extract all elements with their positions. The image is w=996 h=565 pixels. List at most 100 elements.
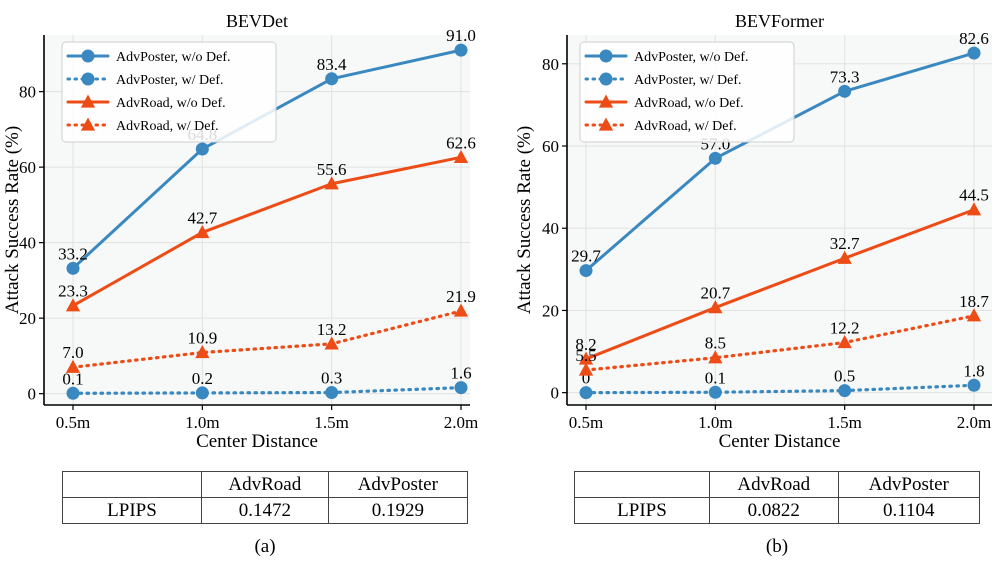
data-label: 33.2 bbox=[58, 244, 88, 263]
x-tick-label: 1.0m bbox=[698, 413, 732, 432]
x-tick-label: 1.5m bbox=[314, 413, 348, 432]
table-header-advposter: AdvPoster bbox=[837, 471, 981, 498]
y-tick-label: 0 bbox=[28, 385, 37, 404]
lpips-table-b: AdvRoad AdvPoster LPIPS 0.0822 0.1104 bbox=[574, 471, 981, 524]
table-header-row: AdvRoad AdvPoster bbox=[574, 471, 981, 498]
data-label: 62.6 bbox=[446, 133, 476, 152]
data-point-marker bbox=[195, 224, 210, 239]
legend: AdvPoster, w/o Def. AdvPoster, w/ Def. Adv… bbox=[61, 41, 277, 143]
series-line bbox=[71, 155, 463, 308]
data-point-marker bbox=[579, 264, 593, 278]
data-point-marker bbox=[325, 72, 339, 86]
table-header-advposter: AdvPoster bbox=[327, 471, 469, 498]
data-label: 82.6 bbox=[959, 29, 989, 48]
data-label: 44.5 bbox=[959, 186, 989, 205]
data-point-marker bbox=[708, 151, 722, 165]
legend-marker bbox=[598, 117, 614, 131]
x-axis-label: Center Distance bbox=[196, 431, 318, 452]
data-point-marker bbox=[324, 336, 339, 350]
data-label: 42.7 bbox=[187, 208, 217, 227]
data-point-marker bbox=[838, 384, 852, 398]
data-label: 13.2 bbox=[317, 320, 347, 339]
table-row: LPIPS 0.1472 0.1929 bbox=[62, 497, 469, 524]
data-point-marker bbox=[325, 386, 339, 400]
data-point-marker bbox=[837, 250, 852, 264]
legend-label: AdvRoad, w/ Def. bbox=[116, 119, 219, 134]
chart-title: BEVFormer bbox=[735, 11, 824, 31]
table-corner-cell bbox=[574, 471, 710, 498]
caption-a: (a) bbox=[254, 536, 276, 557]
table-metric-label: LPIPS bbox=[62, 497, 202, 524]
data-label: 8.2 bbox=[575, 335, 596, 354]
x-tick-label: 2.0m bbox=[444, 413, 478, 432]
x-tick-label: 0.5m bbox=[569, 413, 603, 432]
data-point-marker bbox=[195, 386, 209, 400]
legend: AdvPoster, w/o Def. AdvPoster, w/ Def. Adv… bbox=[579, 41, 795, 143]
legend-marker bbox=[80, 117, 96, 131]
data-point-marker bbox=[838, 84, 852, 98]
legend-marker bbox=[80, 94, 96, 108]
table-cell-advroad: 0.1472 bbox=[201, 497, 329, 524]
series-2: 0 0.1 0.5 1.8 bbox=[579, 361, 985, 400]
series-line bbox=[71, 386, 463, 395]
data-label: 91.0 bbox=[446, 26, 476, 45]
data-point-marker bbox=[837, 335, 852, 349]
data-label: 8.5 bbox=[705, 334, 726, 353]
x-tick-label: 1.0m bbox=[185, 413, 219, 432]
data-label: 0.1 bbox=[705, 368, 726, 387]
legend-label: AdvPoster, w/ Def. bbox=[116, 73, 224, 88]
legend-label: AdvPoster, w/o Def. bbox=[116, 50, 231, 65]
series-line bbox=[71, 309, 463, 369]
table-cell-advposter: 0.1929 bbox=[327, 497, 469, 524]
series-line bbox=[584, 314, 976, 372]
x-tick-label: 0.5m bbox=[56, 413, 90, 432]
legend-marker bbox=[81, 49, 95, 63]
data-point-marker bbox=[454, 43, 468, 57]
data-point-marker bbox=[66, 261, 80, 275]
data-point-marker bbox=[579, 386, 593, 400]
data-label: 5.5 bbox=[575, 346, 596, 365]
series-line bbox=[584, 383, 976, 395]
data-label: 83.4 bbox=[317, 55, 347, 74]
legend-label: AdvRoad, w/o Def. bbox=[116, 96, 226, 111]
chart-a: 0 20 40 60 80 0.5m 1.0m 1.5m 2.0m BEVDet Center Di… bbox=[2, 11, 478, 452]
data-label: 1.8 bbox=[963, 361, 984, 380]
series-3: 8.2 20.7 32.7 44.5 bbox=[575, 186, 989, 365]
table-header-advroad: AdvRoad bbox=[709, 471, 839, 498]
table-metric-label: LPIPS bbox=[574, 497, 710, 524]
data-point-marker bbox=[578, 351, 594, 365]
table-header-row: AdvRoad AdvPoster bbox=[62, 471, 469, 498]
data-point-marker bbox=[454, 381, 468, 395]
y-axis-label: Attack Success Rate (%) bbox=[514, 126, 535, 314]
y-tick-label: 60 bbox=[19, 158, 36, 177]
data-label: 0.3 bbox=[321, 369, 342, 388]
table-cell-advroad: 0.0822 bbox=[709, 497, 839, 524]
data-label: 55.6 bbox=[317, 160, 347, 179]
legend-marker bbox=[81, 72, 95, 86]
data-point-marker bbox=[453, 149, 469, 163]
caption-b: (b) bbox=[765, 536, 789, 557]
data-label: 0.5 bbox=[834, 367, 855, 386]
legend-label: AdvRoad, w/o Def. bbox=[634, 96, 744, 111]
data-point-marker bbox=[708, 385, 722, 399]
data-label: 18.7 bbox=[959, 292, 989, 311]
data-label: 10.9 bbox=[187, 329, 217, 348]
y-tick-label: 80 bbox=[542, 55, 559, 74]
legend-label: AdvRoad, w/ Def. bbox=[634, 119, 737, 134]
x-tick-label: 2.0m bbox=[957, 413, 991, 432]
data-label: 0.1 bbox=[62, 369, 83, 388]
data-point-marker bbox=[966, 202, 982, 216]
data-label: 20.7 bbox=[700, 284, 730, 303]
y-tick-label: 80 bbox=[19, 83, 36, 102]
x-tick-label: 1.5m bbox=[827, 413, 861, 432]
x-axis-label: Center Distance bbox=[719, 431, 841, 452]
y-tick-label: 40 bbox=[542, 219, 559, 238]
legend-label: AdvPoster, w/o Def. bbox=[634, 50, 749, 65]
data-label: 0.2 bbox=[192, 369, 213, 388]
series-4: 5.5 8.5 12.2 18.7 bbox=[575, 292, 989, 376]
data-point-marker bbox=[578, 362, 594, 376]
data-point-marker bbox=[195, 345, 210, 359]
data-point-marker bbox=[324, 176, 339, 190]
data-label: 1.6 bbox=[450, 364, 471, 383]
